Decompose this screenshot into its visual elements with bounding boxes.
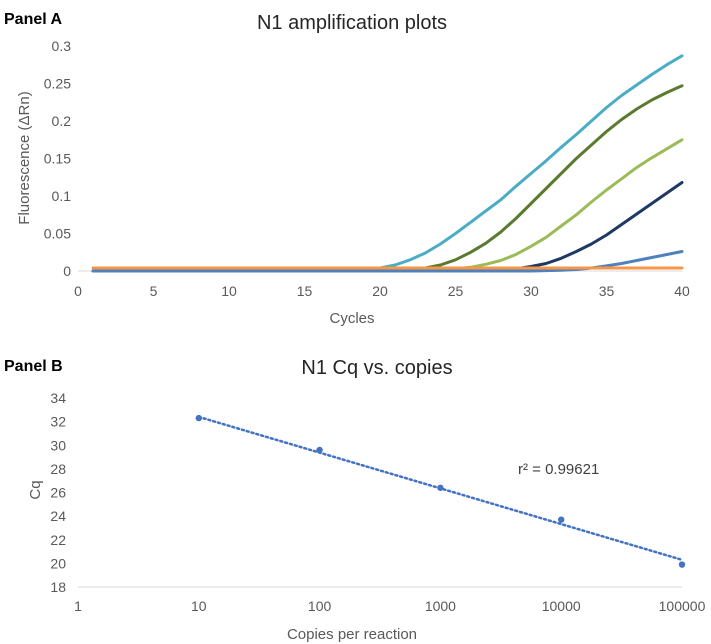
panel-b-x-ticks: 1 10 100 1000 10000 100000 — [74, 598, 705, 614]
panel-b-data-point — [678, 561, 686, 568]
panel-a-x-tick-label: 20 — [372, 283, 388, 299]
panel-a-title: N1 amplification plots — [257, 12, 447, 34]
panel-a-label: Panel A — [4, 11, 63, 28]
panel-a-x-tick-label: 30 — [523, 283, 539, 299]
panel-b-y-tick-label: 32 — [50, 414, 66, 430]
panel-b-x-label: Copies per reaction — [287, 626, 417, 643]
panel-b-y-tick-label: 34 — [50, 390, 66, 406]
panel-b-r-squared: r² = 0.99621 — [518, 461, 599, 478]
panel-a-x-tick-label: 35 — [599, 283, 615, 299]
panel-b-data-point — [437, 484, 444, 491]
panel-b-x-tick-label: 100 — [308, 598, 332, 614]
panel-a-x-tick-label: 0 — [74, 283, 82, 299]
panel-a-series-line-4 — [91, 181, 684, 273]
panel-b-x-tick-label: 100000 — [659, 598, 706, 614]
panel-a-x-label: Cycles — [329, 310, 374, 327]
panel-b-title: N1 Cq vs. copies — [301, 357, 452, 379]
panel-a-x-ticks: 0 5 10 15 20 25 30 35 40 — [74, 283, 690, 299]
panel-a-y-tick-label: 0.1 — [52, 188, 72, 204]
panel-a-x-tick-label: 40 — [674, 283, 690, 299]
panel-a: Panel A N1 amplification plots 00.050.10… — [4, 11, 690, 327]
panel-a-y-label: Fluorescence (ΔRn) — [16, 91, 33, 224]
panel-a-y-tick-label: 0 — [63, 263, 71, 279]
panel-b-x-tick-label: 1000 — [425, 598, 456, 614]
panel-b-y-tick-label: 26 — [50, 485, 66, 501]
panel-b-data-point — [195, 414, 202, 422]
panel-a-y-tick-label: 0.05 — [44, 226, 71, 242]
panel-a-series-line-3 — [91, 138, 684, 273]
panel-a-series-line-1 — [91, 54, 684, 273]
panel-a-x-tick-label: 10 — [221, 283, 237, 299]
panel-a-series-line-5 — [91, 250, 684, 273]
panel-a-x-tick-label: 15 — [297, 283, 313, 299]
panel-b-y-label: Cq — [27, 480, 44, 499]
panel-a-x-tick-label: 25 — [448, 283, 464, 299]
panel-b-x-tick-label: 1 — [74, 598, 82, 614]
panel-a-series — [91, 54, 684, 273]
panel-b-y-tick-label: 30 — [50, 437, 66, 453]
panel-b-label: Panel B — [4, 358, 63, 375]
panel-b-y-ticks: 18 20 22 24 26 28 30 32 34 — [50, 390, 66, 595]
panel-b: Panel B N1 Cq vs. copies 18 20 22 24 26 28 30 3… — [4, 357, 706, 643]
panel-b-x-tick-label: 10 — [191, 598, 207, 614]
panel-a-y-tick-label: 0.25 — [44, 76, 71, 92]
panel-a-y-tick-label: 0.15 — [44, 151, 71, 167]
panel-b-y-tick-label: 18 — [50, 579, 66, 595]
panel-b-x-tick-label: 10000 — [542, 598, 581, 614]
panel-a-y-tick-label: 0.3 — [52, 38, 72, 54]
panel-a-y-ticks: 0 0.05 0.1 0.15 0.2 0.25 0.3 — [44, 38, 71, 279]
panel-b-y-tick-label: 22 — [50, 532, 66, 548]
panel-b-y-tick-label: 20 — [50, 555, 66, 571]
panel-a-x-tick-label: 5 — [150, 283, 158, 299]
panel-b-data-point — [558, 516, 565, 523]
panel-b-y-tick-label: 24 — [50, 508, 66, 524]
panel-a-y-tick-label: 0.2 — [52, 113, 72, 129]
panel-b-data-point — [316, 446, 323, 454]
panel-b-y-tick-label: 28 — [50, 461, 66, 477]
panel-b-points — [195, 414, 686, 568]
